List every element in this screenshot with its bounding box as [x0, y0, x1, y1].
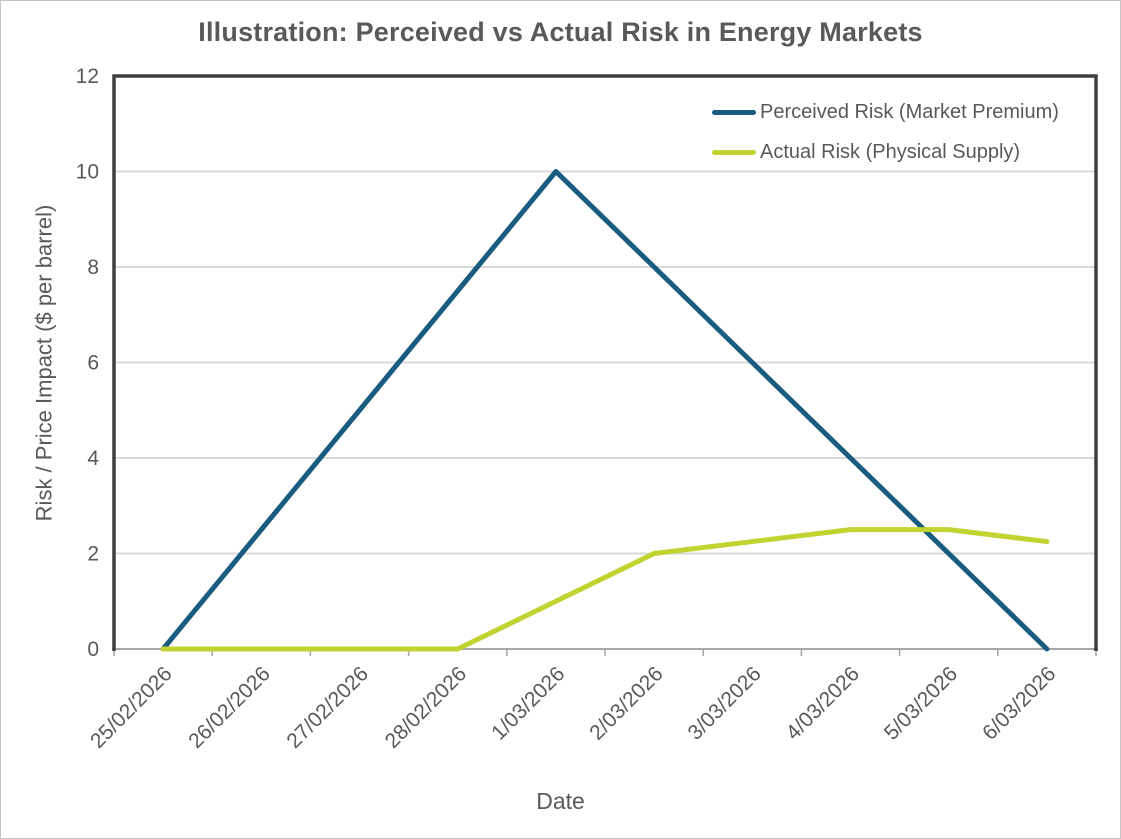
x-tick-label: 6/03/2026 [978, 662, 1060, 744]
x-tick-label: 4/03/2026 [782, 662, 864, 744]
y-tick-label: 0 [87, 638, 99, 661]
chart-title: Illustration: Perceived vs Actual Risk i… [198, 17, 923, 47]
y-tick-label: 8 [87, 256, 99, 279]
legend-swatch [712, 149, 756, 155]
legend-swatch [712, 109, 756, 115]
legend-label: Actual Risk (Physical Supply) [760, 140, 1021, 163]
x-tick-label: 2/03/2026 [585, 662, 667, 744]
x-tick-label: 5/03/2026 [880, 662, 962, 744]
series-line-1 [160, 527, 1050, 652]
legend-item: Actual Risk (Physical Supply) [712, 132, 1059, 172]
x-tick-label: 1/03/2026 [487, 662, 569, 744]
legend: Perceived Risk (Market Premium) Actual Ri… [712, 92, 1059, 172]
x-tick-label: 26/02/2026 [184, 662, 275, 753]
series-line-0 [160, 169, 1050, 652]
y-tick-label: 2 [87, 543, 99, 566]
y-axis-title: Risk / Price Impact ($ per barrel) [31, 204, 57, 522]
x-tick-label: 3/03/2026 [684, 662, 766, 744]
legend-item: Perceived Risk (Market Premium) [712, 92, 1059, 132]
x-tick-label: 25/02/2026 [86, 662, 177, 753]
y-tick-label: 10 [76, 161, 99, 184]
legend-label: Perceived Risk (Market Premium) [760, 100, 1059, 123]
x-tick-label: 27/02/2026 [282, 662, 373, 753]
x-axis-title: Date [536, 788, 585, 814]
y-tick-label: 6 [87, 352, 99, 375]
y-tick-label: 12 [76, 65, 99, 88]
y-tick-label: 4 [87, 447, 99, 470]
x-tick-label: 28/02/2026 [381, 662, 472, 753]
plot-border [112, 74, 1098, 651]
